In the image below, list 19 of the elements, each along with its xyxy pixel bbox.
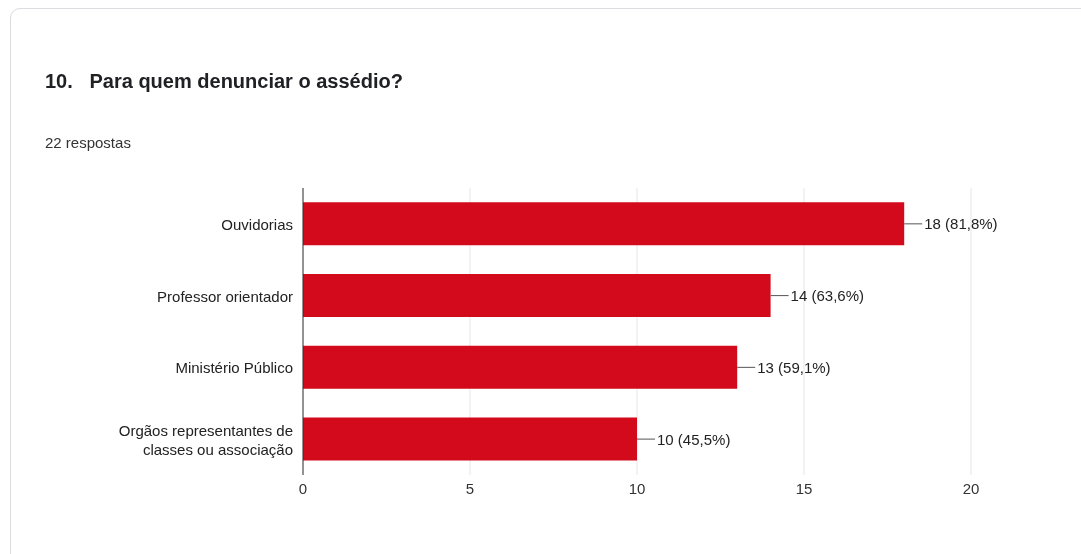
y-tick-label: Ouvidorias <box>221 215 293 233</box>
x-tick-label: 5 <box>465 479 475 497</box>
bar <box>303 274 771 318</box>
y-tick-label: Orgãos representantes de classes ou associação <box>118 421 293 458</box>
y-tick-label: Ministério Público <box>175 358 293 376</box>
bar <box>303 202 905 246</box>
data-label: 13 (59,1%) <box>757 358 831 376</box>
x-tick-label: 0 <box>298 479 308 497</box>
chart-title: 10. Para quem denunciar o assédio? <box>45 70 403 93</box>
data-label: 14 (63,6%) <box>790 287 864 305</box>
y-tick-label: Professor orientador <box>157 287 293 305</box>
x-tick-label: 10 <box>628 479 646 497</box>
bar <box>303 417 637 461</box>
x-tick-label: 20 <box>962 479 980 497</box>
data-label: 10 (45,5%) <box>657 430 731 448</box>
text: 22 respostas <box>45 134 131 151</box>
data-label: 18 (81,8%) <box>924 215 998 233</box>
x-tick-label: 15 <box>795 479 813 497</box>
bar <box>303 345 738 389</box>
